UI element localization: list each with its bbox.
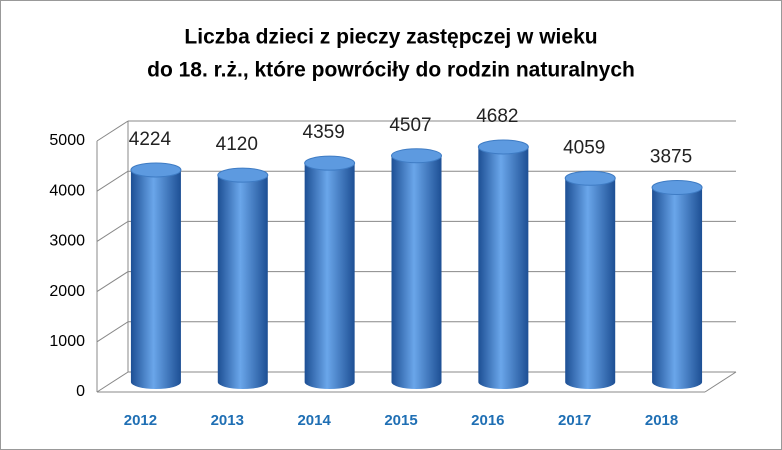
x-tick-label: 2013 (211, 412, 244, 429)
bar-top (564, 170, 616, 186)
chart-title: do 18. r.ż., które powróciły do rodzin n… (147, 59, 635, 82)
grid-line (96, 321, 129, 343)
bar (217, 175, 268, 389)
value-label: 4507 (389, 115, 431, 136)
x-tick-label: 2014 (297, 412, 331, 429)
value-label: 4059 (563, 137, 605, 158)
bar-group (477, 139, 529, 389)
bar-group (391, 148, 442, 389)
bar-top (391, 148, 442, 164)
x-tick-label: 2016 (471, 412, 504, 429)
bar-top (130, 162, 182, 178)
value-label: 3875 (650, 146, 692, 167)
bar-group (217, 167, 269, 389)
bar-top (217, 167, 269, 183)
y-tick-label: 4000 (49, 182, 85, 199)
chart-title: Liczba dzieci z pieczy zastępczej w wiek… (184, 26, 597, 49)
grid-line (96, 220, 129, 242)
value-label: 4682 (476, 106, 518, 127)
bar (652, 187, 703, 389)
bar (391, 155, 442, 389)
bar (478, 146, 529, 389)
x-tick-label: 2017 (558, 412, 591, 429)
x-tick-label: 2012 (124, 412, 157, 429)
value-label: 4359 (303, 122, 345, 143)
bar-group (564, 170, 616, 389)
bar-top (477, 139, 529, 155)
bar-group (651, 179, 703, 389)
bar-top (304, 155, 356, 171)
bar (130, 169, 181, 389)
value-label: 4224 (129, 129, 172, 150)
bar (304, 163, 355, 389)
bar (565, 178, 616, 389)
grid-line (96, 271, 129, 293)
bar-top (651, 179, 703, 195)
grid-line (96, 120, 129, 142)
grid-line (96, 371, 129, 393)
y-tick-label: 2000 (49, 283, 85, 300)
floor-line (704, 371, 737, 393)
bar-group (130, 162, 182, 389)
x-tick-label: 2015 (384, 412, 417, 429)
y-tick-label: 3000 (49, 233, 85, 250)
value-label: 4120 (216, 134, 258, 155)
y-tick-label: 0 (76, 383, 85, 400)
bar-group (304, 155, 356, 389)
grid-line (96, 170, 129, 192)
y-tick-label: 5000 (49, 132, 85, 149)
y-tick-label: 1000 (49, 333, 85, 350)
x-tick-label: 2018 (645, 412, 678, 429)
